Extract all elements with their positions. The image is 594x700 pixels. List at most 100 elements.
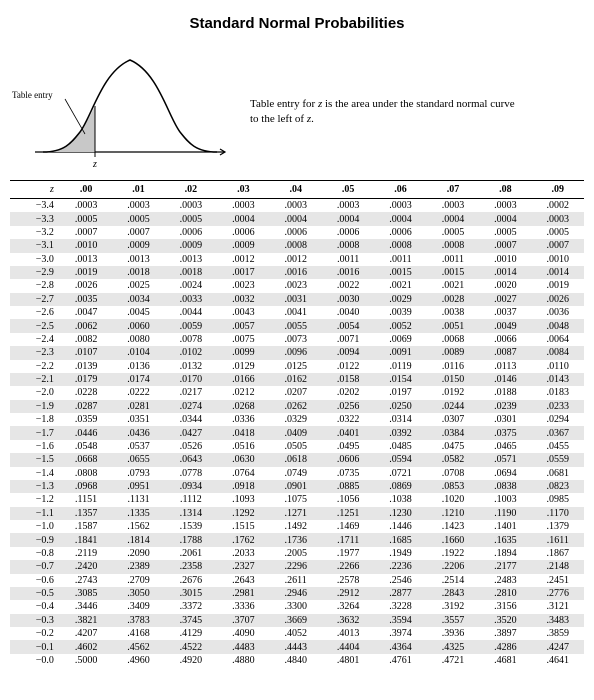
prob-cell: .0853 — [427, 480, 479, 493]
prob-cell: .0064 — [532, 333, 584, 346]
prob-cell: .2843 — [427, 587, 479, 600]
prob-cell: .0129 — [217, 360, 269, 373]
prob-cell: .3594 — [374, 614, 426, 627]
prob-cell: .0003 — [479, 199, 531, 213]
z-cell: −0.6 — [10, 574, 60, 587]
table-row: −1.8.0359.0351.0344.0336.0329.0322.0314.… — [10, 413, 584, 426]
prob-cell: .0015 — [374, 266, 426, 279]
prob-cell: .0021 — [427, 279, 479, 292]
prob-cell: .0003 — [165, 199, 217, 213]
caption-line2: to the left of z. — [250, 113, 314, 125]
prob-cell: .1003 — [479, 493, 531, 506]
prob-cell: .0009 — [165, 239, 217, 252]
prob-cell: .2358 — [165, 560, 217, 573]
prob-cell: .0375 — [479, 426, 531, 439]
prob-cell: .0495 — [322, 440, 374, 453]
prob-cell: .0012 — [270, 253, 322, 266]
prob-cell: .0018 — [165, 266, 217, 279]
table-row: −0.5.3085.3050.3015.2981.2946.2912.2877.… — [10, 587, 584, 600]
prob-cell: .2451 — [532, 574, 584, 587]
z-cell: −2.2 — [10, 360, 60, 373]
table-row: −0.2.4207.4168.4129.4090.4052.4013.3974.… — [10, 627, 584, 640]
prob-cell: .0179 — [60, 373, 112, 386]
prob-cell: .0096 — [270, 346, 322, 359]
prob-cell: .0307 — [427, 413, 479, 426]
prob-cell: .0009 — [217, 239, 269, 252]
prob-cell: .1401 — [479, 520, 531, 533]
z-cell: −3.2 — [10, 226, 60, 239]
prob-cell: .1151 — [60, 493, 112, 506]
col-header: .00 — [60, 181, 112, 199]
prob-cell: .0143 — [532, 373, 584, 386]
prob-cell: .3228 — [374, 600, 426, 613]
prob-cell: .0043 — [217, 306, 269, 319]
prob-cell: .0007 — [112, 226, 164, 239]
prob-cell: .0006 — [270, 226, 322, 239]
prob-cell: .0154 — [374, 373, 426, 386]
z-cell: −2.0 — [10, 386, 60, 399]
prob-cell: .0003 — [270, 199, 322, 213]
prob-cell: .2912 — [322, 587, 374, 600]
z-cell: −2.4 — [10, 333, 60, 346]
prob-cell: .3669 — [270, 614, 322, 627]
prob-cell: .0055 — [270, 319, 322, 332]
table-row: −1.0.1587.1562.1539.1515.1492.1469.1446.… — [10, 520, 584, 533]
prob-cell: .0019 — [532, 279, 584, 292]
bell-curve-icon: z — [10, 42, 240, 172]
prob-cell: .0749 — [270, 467, 322, 480]
prob-cell: .0110 — [532, 360, 584, 373]
col-header: .07 — [427, 181, 479, 199]
prob-cell: .0537 — [112, 440, 164, 453]
prob-cell: .0036 — [532, 306, 584, 319]
table-row: −0.4.3446.3409.3372.3336.3300.3264.3228.… — [10, 600, 584, 613]
table-row: −0.7.2420.2389.2358.2327.2296.2266.2236.… — [10, 560, 584, 573]
prob-cell: .0003 — [532, 212, 584, 225]
prob-cell: .0073 — [270, 333, 322, 346]
prob-cell: .0485 — [374, 440, 426, 453]
prob-cell: .1075 — [270, 493, 322, 506]
prob-cell: .2676 — [165, 574, 217, 587]
prob-cell: .2119 — [60, 547, 112, 560]
table-row: −3.0.0013.0013.0013.0012.0012.0011.0011.… — [10, 253, 584, 266]
prob-cell: .0102 — [165, 346, 217, 359]
prob-cell: .0082 — [60, 333, 112, 346]
prob-cell: .0136 — [112, 360, 164, 373]
prob-cell: .0192 — [427, 386, 479, 399]
prob-cell: .3557 — [427, 614, 479, 627]
prob-cell: .0344 — [165, 413, 217, 426]
prob-cell: .0005 — [427, 226, 479, 239]
prob-cell: .0071 — [322, 333, 374, 346]
prob-cell: .4013 — [322, 627, 374, 640]
col-header-z: z — [10, 181, 60, 199]
prob-cell: .0011 — [427, 253, 479, 266]
prob-cell: .0013 — [165, 253, 217, 266]
prob-cell: .0301 — [479, 413, 531, 426]
prob-cell: .5000 — [60, 654, 112, 667]
prob-cell: .0104 — [112, 346, 164, 359]
prob-cell: .1038 — [374, 493, 426, 506]
prob-cell: .3192 — [427, 600, 479, 613]
prob-cell: .1056 — [322, 493, 374, 506]
prob-cell: .0084 — [532, 346, 584, 359]
table-row: −3.4.0003.0003.0003.0003.0003.0003.0003.… — [10, 199, 584, 213]
prob-cell: .4721 — [427, 654, 479, 667]
prob-cell: .1894 — [479, 547, 531, 560]
prob-cell: .2981 — [217, 587, 269, 600]
prob-cell: .3520 — [479, 614, 531, 627]
prob-cell: .1190 — [479, 507, 531, 520]
prob-cell: .1611 — [532, 533, 584, 546]
prob-cell: .0655 — [112, 453, 164, 466]
table-row: −1.5.0668.0655.0643.0630.0618.0606.0594.… — [10, 453, 584, 466]
prob-cell: .2776 — [532, 587, 584, 600]
prob-cell: .1736 — [270, 533, 322, 546]
prob-cell: .1539 — [165, 520, 217, 533]
prob-cell: .1977 — [322, 547, 374, 560]
prob-cell: .0048 — [532, 319, 584, 332]
prob-cell: .0708 — [427, 467, 479, 480]
prob-cell: .2206 — [427, 560, 479, 573]
col-header: .06 — [374, 181, 426, 199]
normal-curve-diagram: Table entry z — [10, 42, 240, 172]
prob-cell: .0778 — [165, 467, 217, 480]
prob-cell: .4090 — [217, 627, 269, 640]
prob-cell: .1335 — [112, 507, 164, 520]
